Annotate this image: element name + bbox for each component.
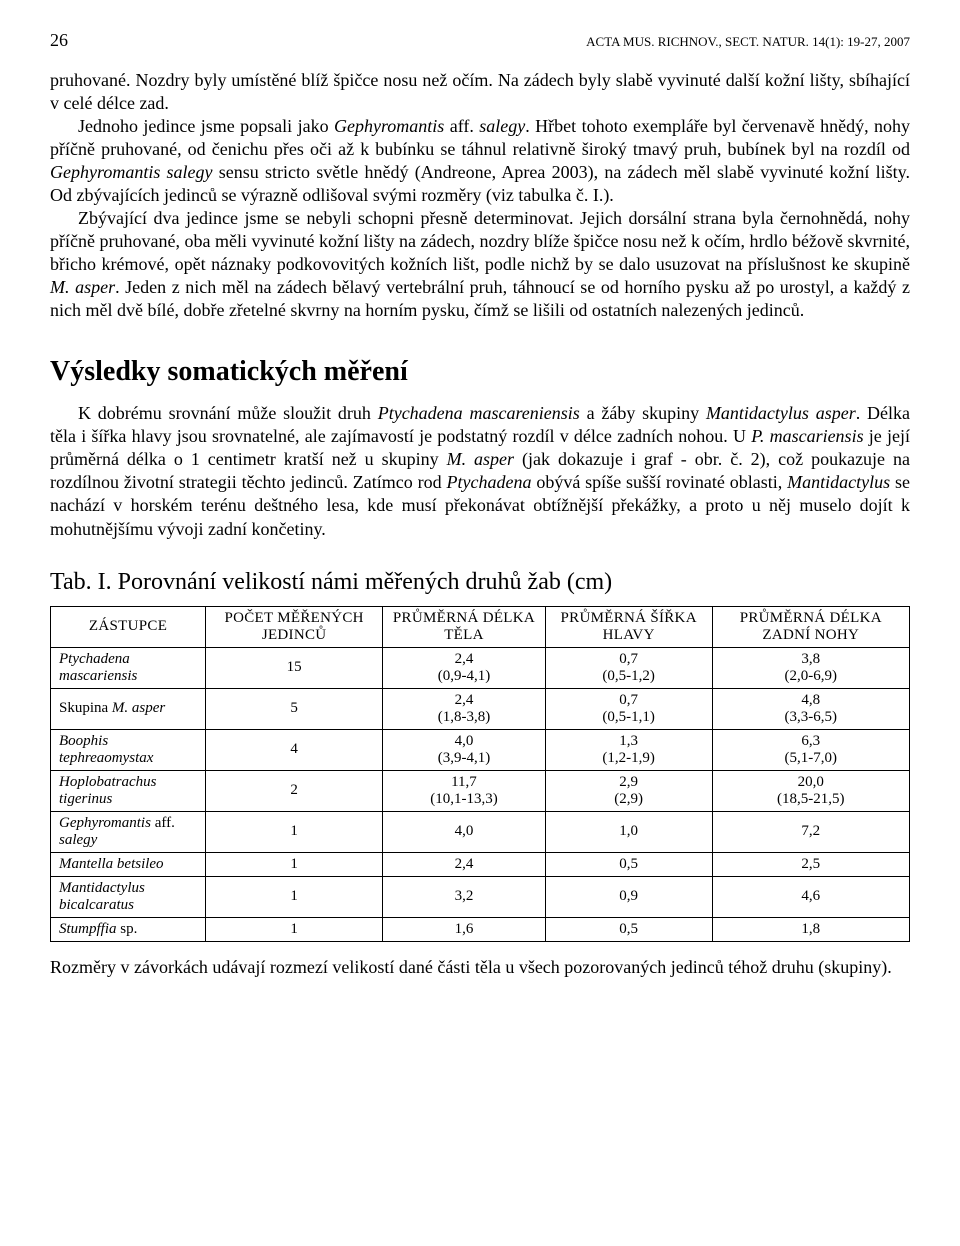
cell-leg-length: 4,8(3,3-6,5) bbox=[712, 688, 909, 729]
cell-species: Hoplobatrachus tigerinus bbox=[51, 770, 206, 811]
table-row: Hoplobatrachus tigerinus211,7(10,1-13,3)… bbox=[51, 770, 910, 811]
cell-count: 15 bbox=[206, 647, 383, 688]
binomial: Gephyromantis salegy bbox=[50, 162, 213, 182]
cell-leg-length: 4,6 bbox=[712, 876, 909, 917]
table-title: Tab. I. Porovnání velikostí námi měřenýc… bbox=[50, 569, 910, 596]
col-head-width: PRŮMĚRNÁ ŠÍŘKA HLAVY bbox=[545, 606, 712, 647]
cell-head-width: 0,9 bbox=[545, 876, 712, 917]
table-row: Gephyromantis aff. salegy14,01,07,2 bbox=[51, 811, 910, 852]
genus: Ptychadena bbox=[446, 472, 531, 492]
cell-count: 1 bbox=[206, 811, 383, 852]
text: K dobrému srovnání může sloužit druh bbox=[78, 403, 378, 423]
cell-species: Stumpffia sp. bbox=[51, 917, 206, 941]
page: 26 ACTA MUS. RICHNOV., SECT. NATUR. 14(1… bbox=[0, 0, 960, 1037]
cell-species: Mantella betsileo bbox=[51, 852, 206, 876]
cell-species: Ptychadena mascariensis bbox=[51, 647, 206, 688]
species-epithet: salegy bbox=[479, 116, 525, 136]
cell-count: 1 bbox=[206, 852, 383, 876]
table-row: Skupina M. asper52,4(1,8-3,8)0,7(0,5-1,1… bbox=[51, 688, 910, 729]
cell-body-length: 2,4 bbox=[383, 852, 546, 876]
text: Zbývající dva jedince jsme se nebyli sch… bbox=[50, 208, 910, 274]
cell-species: Boophis tephreaomystax bbox=[51, 729, 206, 770]
binomial: M. asper bbox=[447, 449, 514, 469]
body-text: pruhované. Nozdry byly umístěné blíž špi… bbox=[50, 69, 910, 322]
cell-leg-length: 2,5 bbox=[712, 852, 909, 876]
table-row: Ptychadena mascariensis152,4(0,9-4,1)0,7… bbox=[51, 647, 910, 688]
body-text-2: K dobrému srovnání může sloužit druh Pty… bbox=[50, 402, 910, 540]
cell-head-width: 0,7(0,5-1,2) bbox=[545, 647, 712, 688]
text: obývá spíše sušší rovinaté oblasti, bbox=[531, 472, 787, 492]
cell-leg-length: 20,0(18,5-21,5) bbox=[712, 770, 909, 811]
cell-head-width: 0,7(0,5-1,1) bbox=[545, 688, 712, 729]
table-head: ZÁSTUPCE POČET MĚŘENÝCH JEDINCŮ PRŮMĚRNÁ… bbox=[51, 606, 910, 647]
cell-body-length: 3,2 bbox=[383, 876, 546, 917]
cell-leg-length: 7,2 bbox=[712, 811, 909, 852]
running-head: ACTA MUS. RICHNOV., SECT. NATUR. 14(1): … bbox=[586, 34, 910, 50]
cell-head-width: 0,5 bbox=[545, 852, 712, 876]
cell-leg-length: 6,3(5,1-7,0) bbox=[712, 729, 909, 770]
text: Jednoho jedince jsme popsali jako bbox=[78, 116, 334, 136]
text: a žáby skupiny bbox=[580, 403, 706, 423]
genus: Mantidactylus bbox=[787, 472, 890, 492]
running-header: 26 ACTA MUS. RICHNOV., SECT. NATUR. 14(1… bbox=[50, 30, 910, 51]
binomial: Ptychadena mascareniensis bbox=[378, 403, 580, 423]
cell-leg-length: 3,8(2,0-6,9) bbox=[712, 647, 909, 688]
binomial: M. asper bbox=[50, 277, 115, 297]
measurements-table: ZÁSTUPCE POČET MĚŘENÝCH JEDINCŮ PRŮMĚRNÁ… bbox=[50, 606, 910, 942]
cell-count: 4 bbox=[206, 729, 383, 770]
text: . Jeden z nich měl na zádech bělavý vert… bbox=[50, 277, 910, 320]
binomial: Mantidactylus asper bbox=[706, 403, 856, 423]
cell-body-length: 2,4(1,8-3,8) bbox=[383, 688, 546, 729]
paragraph-3: Zbývající dva jedince jsme se nebyli sch… bbox=[50, 207, 910, 322]
text: aff. bbox=[444, 116, 479, 136]
table-body: Ptychadena mascariensis152,4(0,9-4,1)0,7… bbox=[51, 647, 910, 941]
binomial: P. mascariensis bbox=[751, 426, 863, 446]
cell-body-length: 4,0(3,9-4,1) bbox=[383, 729, 546, 770]
table-row: Boophis tephreaomystax44,0(3,9-4,1)1,3(1… bbox=[51, 729, 910, 770]
section-heading: Výsledky somatických měření bbox=[50, 356, 910, 388]
paragraph-1: pruhované. Nozdry byly umístěné blíž špi… bbox=[50, 69, 910, 115]
col-body-length: PRŮMĚRNÁ DÉLKA TĚLA bbox=[383, 606, 546, 647]
cell-body-length: 1,6 bbox=[383, 917, 546, 941]
cell-head-width: 1,3(1,2-1,9) bbox=[545, 729, 712, 770]
col-species: ZÁSTUPCE bbox=[51, 606, 206, 647]
cell-body-length: 2,4(0,9-4,1) bbox=[383, 647, 546, 688]
cell-body-length: 4,0 bbox=[383, 811, 546, 852]
cell-leg-length: 1,8 bbox=[712, 917, 909, 941]
cell-species: Mantidactylus bicalcaratus bbox=[51, 876, 206, 917]
cell-count: 1 bbox=[206, 917, 383, 941]
table-header-row: ZÁSTUPCE POČET MĚŘENÝCH JEDINCŮ PRŮMĚRNÁ… bbox=[51, 606, 910, 647]
genus: Gephyromantis bbox=[334, 116, 444, 136]
table-footnote: Rozměry v závorkách udávají rozmezí veli… bbox=[50, 956, 910, 979]
cell-species: Skupina M. asper bbox=[51, 688, 206, 729]
col-count: POČET MĚŘENÝCH JEDINCŮ bbox=[206, 606, 383, 647]
col-leg-length: PRŮMĚRNÁ DÉLKA ZADNÍ NOHY bbox=[712, 606, 909, 647]
cell-count: 1 bbox=[206, 876, 383, 917]
cell-head-width: 1,0 bbox=[545, 811, 712, 852]
cell-head-width: 2,9(2,9) bbox=[545, 770, 712, 811]
cell-head-width: 0,5 bbox=[545, 917, 712, 941]
table-row: Mantidactylus bicalcaratus13,20,94,6 bbox=[51, 876, 910, 917]
paragraph-4: K dobrému srovnání může sloužit druh Pty… bbox=[50, 402, 910, 540]
cell-count: 5 bbox=[206, 688, 383, 729]
cell-species: Gephyromantis aff. salegy bbox=[51, 811, 206, 852]
page-number: 26 bbox=[50, 30, 68, 51]
cell-body-length: 11,7(10,1-13,3) bbox=[383, 770, 546, 811]
paragraph-2: Jednoho jedince jsme popsali jako Gephyr… bbox=[50, 115, 910, 207]
table-row: Stumpffia sp.11,60,51,8 bbox=[51, 917, 910, 941]
cell-count: 2 bbox=[206, 770, 383, 811]
table-row: Mantella betsileo12,40,52,5 bbox=[51, 852, 910, 876]
